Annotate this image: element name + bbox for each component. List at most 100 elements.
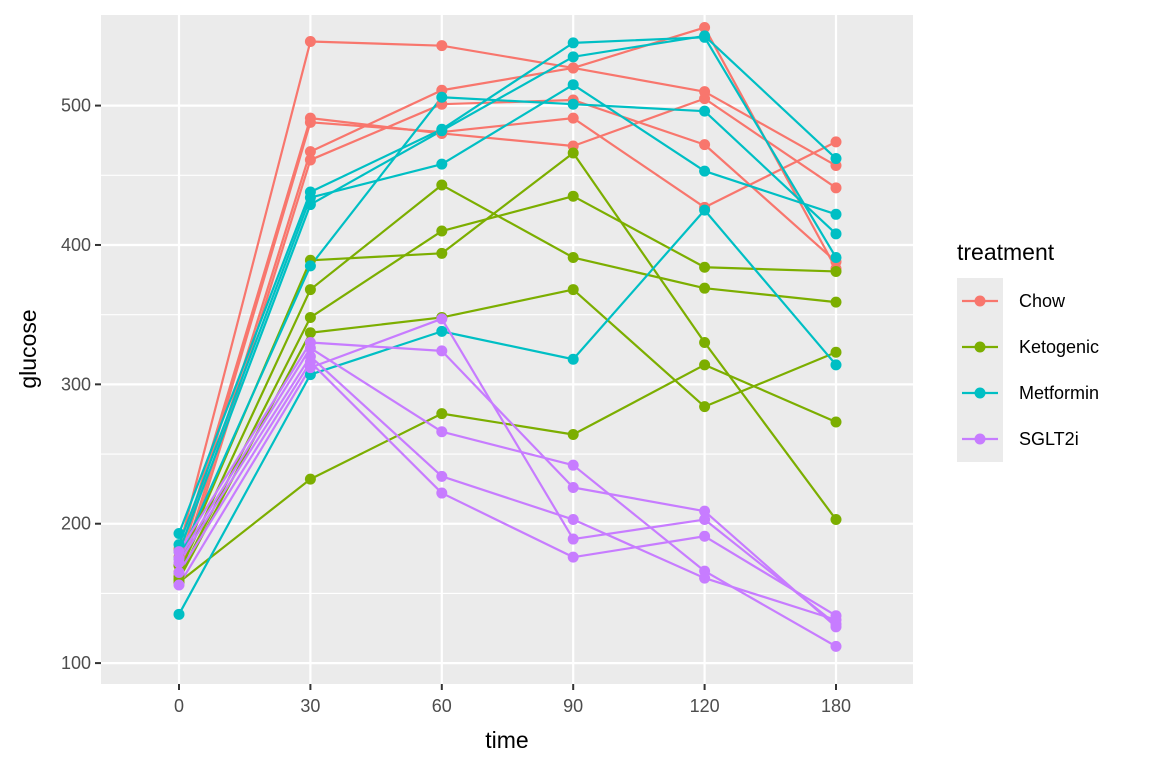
data-point-ketogenic-3 [567,190,579,202]
series-line-chow-4 [177,66,837,573]
series-line-sglt2i-2 [178,347,837,648]
series-line-ketogenic-1 [177,151,837,566]
data-point-metformin-4 [304,260,316,272]
data-point-metformin-5 [173,608,185,620]
data-point-ketogenic-1 [436,247,448,259]
data-point-ketogenic-2 [699,282,711,294]
data-point-sglt2i-4 [173,567,185,578]
data-point-ketogenic-2 [304,284,316,296]
data-point-metformin-2 [830,208,842,220]
data-point-sglt2i-5 [173,579,185,591]
data-point-metformin-5 [567,353,579,365]
data-point-metformin-5 [436,325,448,337]
data-point-sglt2i-2 [567,459,579,471]
series-layer [177,26,837,648]
data-point-sglt2i-4 [436,487,448,499]
data-point-chow-4 [567,62,579,74]
data-point-metformin-3 [304,199,316,211]
series-line-ketogenic-5 [178,363,837,584]
y-tick-label: 400 [61,235,91,255]
data-point-ketogenic-4 [830,346,842,358]
panel-background [101,15,913,684]
data-point-chow-3 [830,136,842,148]
series-line-ketogenic-2 [178,183,837,573]
series-line-ketogenic-4 [178,288,837,580]
data-point-chow-1 [699,22,711,34]
data-point-metformin-3 [436,125,448,137]
data-point-metformin-4 [830,228,842,240]
x-tick-label: 30 [300,696,320,716]
legend-key-point-sglt2i [974,433,986,445]
data-point-sglt2i-3 [699,572,711,584]
data-point-metformin-2 [436,158,448,170]
series-line-metformin-4 [177,96,837,560]
data-point-chow-5 [699,139,711,151]
x-tick-label: 0 [174,696,184,716]
data-point-ketogenic-4 [699,401,711,413]
data-point-metformin-2 [567,79,579,91]
data-point-sglt2i-4 [699,530,711,542]
data-point-metformin-3 [567,51,579,63]
legend-label-sglt2i: SGLT2i [1019,429,1079,449]
data-point-sglt2i-5 [436,313,448,325]
legend-label-chow: Chow [1019,291,1066,311]
legend-label-metformin: Metformin [1019,383,1099,403]
data-point-metformin-4 [436,91,448,103]
data-point-ketogenic-2 [567,252,579,264]
data-point-metformin-1 [173,527,185,539]
data-point-ketogenic-5 [830,416,842,428]
data-point-ketogenic-5 [567,429,579,441]
minor-gridlines [101,174,913,594]
data-point-ketogenic-2 [436,179,448,191]
y-axis-title: glucose [15,309,41,388]
series-line-sglt2i-5 [178,317,837,625]
data-point-metformin-4 [567,98,579,110]
y-tick-label: 500 [61,96,91,116]
data-point-chow-3 [567,112,579,124]
data-point-metformin-2 [699,165,711,177]
series-line-sglt2i-1 [178,341,837,628]
series-line-chow-5 [177,98,837,580]
data-point-sglt2i-3 [567,514,579,526]
series-line-sglt2i-4 [178,360,837,617]
data-point-ketogenic-2 [830,296,842,308]
data-point-chow-1 [436,40,448,52]
legend: treatment Chow Ketogenic Metformin SGLT2i [957,239,1099,462]
series-line-metformin-1 [177,36,837,534]
data-point-ketogenic-4 [304,327,316,339]
data-point-ketogenic-5 [699,359,711,371]
series-line-sglt2i-3 [178,355,837,621]
data-point-chow-3 [304,116,316,128]
data-point-sglt2i-1 [699,505,711,517]
data-point-chow-5 [304,154,316,166]
data-point-ketogenic-3 [436,225,448,237]
data-point-chow-4 [304,146,316,158]
data-point-ketogenic-3 [699,261,711,273]
data-point-chow-2 [830,182,842,194]
data-point-sglt2i-2 [304,342,316,354]
y-tick-label: 200 [61,514,91,534]
data-point-sglt2i-5 [699,514,711,526]
data-point-sglt2i-1 [436,345,448,357]
data-point-sglt2i-3 [173,557,185,569]
series-line-chow-2 [177,97,837,558]
legend-key-point-chow [974,295,986,307]
x-tick-label: 120 [690,696,720,716]
points-layer [173,22,842,652]
data-point-metformin-5 [699,204,711,216]
data-point-metformin-1 [567,37,579,49]
data-point-metformin-1 [830,252,842,264]
data-point-ketogenic-4 [567,284,579,296]
data-point-sglt2i-4 [830,610,842,622]
data-point-chow-4 [699,86,711,98]
series-line-metformin-2 [177,83,837,546]
data-point-sglt2i-1 [567,481,579,493]
legend-title: treatment [957,239,1055,265]
legend-key-point-ketogenic [974,341,986,353]
data-point-ketogenic-1 [830,514,842,526]
data-point-chow-1 [304,35,316,47]
data-point-metformin-3 [699,30,711,42]
data-point-sglt2i-2 [436,426,448,438]
x-axis-title: time [485,727,528,753]
